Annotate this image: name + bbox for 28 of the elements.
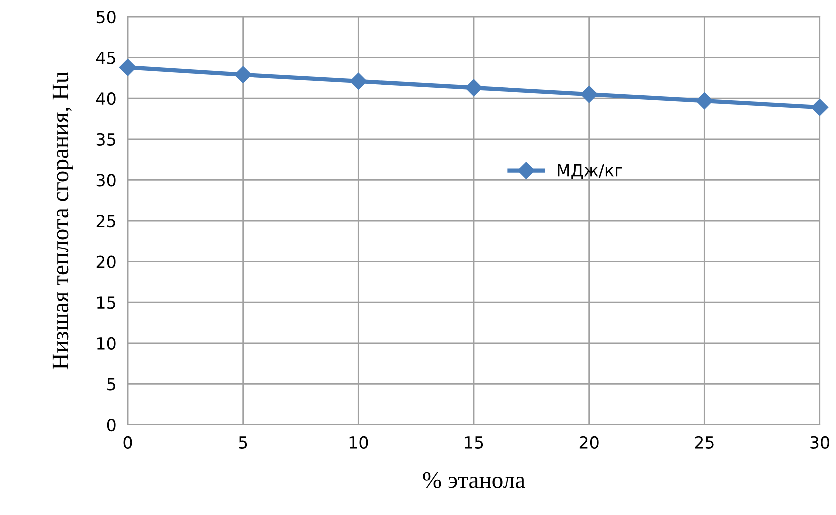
- x-axis-title: % этанола: [423, 472, 526, 488]
- y-tick-label: 45: [96, 52, 116, 64]
- x-tick-label: 20: [580, 436, 599, 450]
- y-tick-label: 40: [96, 92, 116, 106]
- x-tick-label: 25: [695, 436, 714, 450]
- y-tick-label: 10: [98, 337, 116, 350]
- y-tick-label: 25: [96, 214, 116, 228]
- point: [696, 92, 714, 110]
- y-tick-label: 20: [96, 256, 116, 268]
- point: [234, 66, 252, 84]
- y-tick-label: 50: [96, 10, 116, 24]
- point: [350, 72, 368, 90]
- y-tick-label: 35: [96, 133, 116, 146]
- x-tick-label: 10: [350, 436, 368, 450]
- legend-label: МДж/кг: [558, 164, 622, 180]
- point: [580, 86, 598, 104]
- y-tick-label: 30: [96, 174, 116, 187]
- y-tick-label: 15: [98, 296, 116, 310]
- y-tick-label: 0: [107, 418, 116, 432]
- x-tick-label: 30: [810, 436, 830, 450]
- x-tick-label: 0: [124, 436, 132, 450]
- point: [119, 59, 137, 76]
- x-tick-label: 5: [239, 436, 248, 450]
- x-tick-label: 15: [465, 436, 484, 450]
- y-tick-label: 5: [108, 378, 116, 391]
- y-axis-title: Низшая теплота сгорания, Hu: [52, 72, 74, 370]
- point: [465, 79, 483, 97]
- point: [811, 99, 829, 116]
